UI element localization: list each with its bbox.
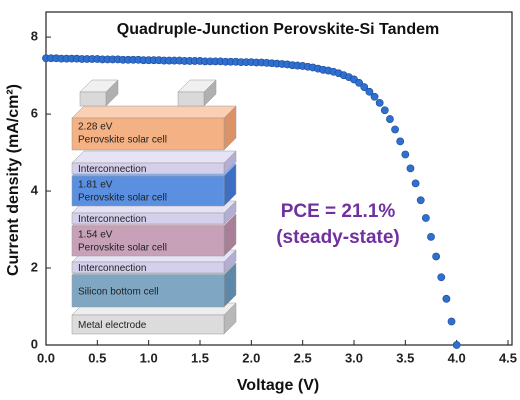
x-tick-label: 4.5: [499, 350, 517, 365]
x-tick-label: 1.5: [191, 350, 209, 365]
layer-label: Interconnection: [78, 263, 146, 274]
x-tick-label: 1.0: [140, 350, 158, 365]
layer-label: Interconnection: [78, 164, 146, 175]
x-tick-label: 2.0: [242, 350, 260, 365]
layer-front: [71, 274, 225, 308]
data-point: [375, 99, 384, 107]
layer-label: Perovskite solar cell: [78, 243, 167, 254]
x-tick-label: 3.5: [396, 350, 414, 365]
layer-front: [71, 225, 225, 257]
data-point: [411, 179, 420, 188]
data-point: [452, 341, 461, 349]
data-point: [421, 214, 430, 222]
top-electrode-front: [79, 91, 107, 107]
data-point: [432, 252, 441, 261]
layer-energy: 2.28 eV: [78, 122, 113, 133]
layer-front: [71, 212, 225, 225]
inset-diagram: Metal electrode Silicon bottom cell Interc…: [71, 79, 237, 335]
x-tick-label: 4.0: [448, 350, 466, 365]
data-point: [437, 273, 446, 282]
data-point: [370, 92, 379, 101]
data-point: [416, 196, 425, 205]
x-tick-label: 2.5: [294, 350, 312, 365]
chart-title: Quadruple-Junction Perovskite-Si Tandem: [117, 21, 439, 38]
layer-label: Silicon bottom cell: [78, 287, 159, 298]
layer-front: [71, 314, 225, 335]
x-tick-label: 3.0: [345, 350, 363, 365]
y-tick-label: 0: [31, 336, 38, 351]
data-point: [355, 78, 364, 87]
pce-annotation: (steady-state): [276, 227, 400, 248]
layer-energy: 1.81 eV: [78, 180, 113, 191]
data-point: [406, 164, 415, 173]
data-point: [360, 83, 369, 92]
layer-front: [71, 175, 225, 207]
y-tick-label: 8: [31, 29, 38, 44]
layer-front: [71, 261, 225, 274]
data-point: [447, 317, 456, 326]
y-tick-label: 6: [31, 106, 38, 121]
data-point: [386, 115, 394, 123]
pce-annotation: PCE = 21.1%: [281, 201, 396, 222]
data-point: [442, 294, 451, 303]
layer-label: Perovskite solar cell: [78, 135, 167, 146]
data-point: [401, 150, 410, 159]
x-axis-title: Voltage (V): [237, 377, 319, 394]
layer-top: [71, 105, 237, 119]
layer-label: Metal electrode: [78, 320, 147, 331]
y-axis-title: Current density (mA/cm²): [5, 84, 22, 276]
top-electrode-front: [177, 91, 205, 107]
layer-energy: 1.54 eV: [78, 230, 113, 241]
x-tick-label: 0.5: [88, 350, 106, 365]
plot-frame: [45, 11, 513, 346]
layer-front: [71, 162, 225, 175]
x-tick-label: 0.0: [37, 350, 55, 365]
layer-label: Perovskite solar cell: [78, 193, 167, 204]
data-point: [380, 106, 389, 115]
y-tick-label: 4: [31, 182, 39, 197]
layer-front: [71, 117, 225, 151]
y-tick-label: 2: [31, 259, 38, 274]
data-point: [427, 232, 435, 241]
data-point: [365, 87, 374, 96]
data-point: [391, 125, 399, 134]
data-point: [396, 137, 405, 146]
layer-label: Interconnection: [78, 214, 146, 225]
layer-top: [71, 150, 237, 164]
